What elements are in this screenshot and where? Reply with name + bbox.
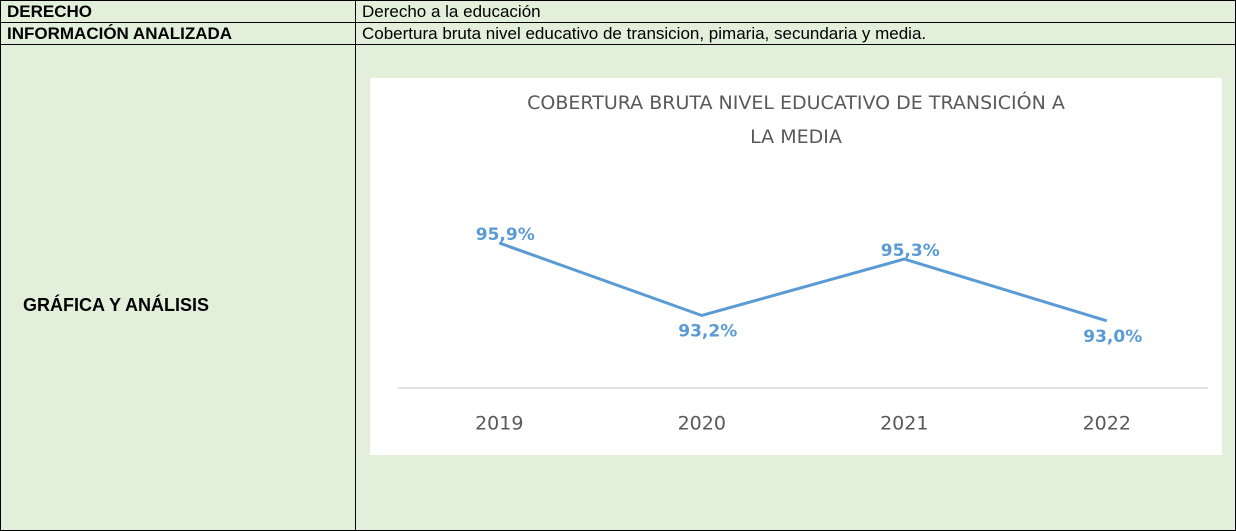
- row-label: GRÁFICA Y ANÁLISIS: [0, 44, 356, 531]
- chart: COBERTURA BRUTA NIVEL EDUCATIVO DE TRANS…: [370, 78, 1222, 455]
- row-label: INFORMACIÓN ANALIZADA: [0, 22, 356, 45]
- data-label: 95,9%: [476, 225, 535, 245]
- chart-title: COBERTURA BRUTA NIVEL EDUCATIVO DE TRANS…: [527, 90, 1065, 148]
- chart-title-line: LA MEDIA: [750, 126, 842, 148]
- x-tick-label: 2022: [1083, 413, 1131, 435]
- data-label: 93,0%: [1083, 327, 1142, 347]
- row-value: Derecho a la educación: [355, 0, 1236, 23]
- chart-area: [370, 78, 1222, 455]
- x-tick-label: 2020: [678, 413, 726, 435]
- chart-title-line: COBERTURA BRUTA NIVEL EDUCATIVO DE TRANS…: [527, 90, 1065, 114]
- data-label: 93,2%: [678, 321, 737, 341]
- x-tick-label: 2021: [880, 413, 928, 435]
- line: [498, 241, 1108, 323]
- row-value: Cobertura bruta nivel educativo de trans…: [355, 22, 1236, 45]
- x-tick-label: 2019: [475, 413, 523, 435]
- data-label: 95,3%: [881, 241, 940, 261]
- row-label: DERECHO: [0, 0, 356, 23]
